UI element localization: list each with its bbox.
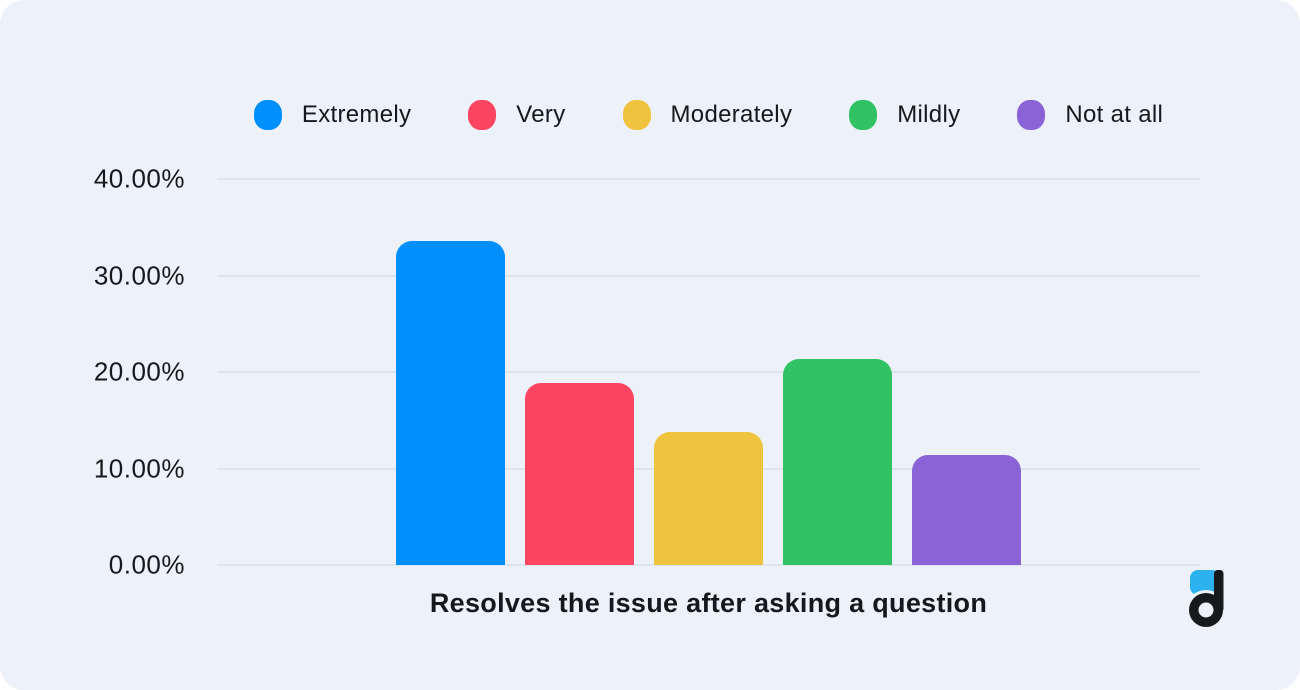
legend-item-extremely[interactable]: Extremely <box>253 100 412 130</box>
legend-label: Extremely <box>301 101 412 128</box>
d-logo-stem <box>1214 570 1224 612</box>
gridline <box>217 274 1200 277</box>
y-tick-label: 0.00% <box>108 549 185 580</box>
legend: Extremely Very Moderately Mildly Not at all <box>217 98 1200 132</box>
bar-mildly[interactable] <box>783 358 892 565</box>
bar-very[interactable] <box>525 382 634 565</box>
legend-item-mildly[interactable]: Mildly <box>849 100 960 130</box>
legend-label: Moderately <box>670 101 793 128</box>
legend-marker-icon <box>468 100 497 130</box>
legend-item-not-at-all[interactable]: Not at all <box>1017 100 1163 130</box>
legend-marker-icon <box>622 100 651 130</box>
legend-marker-icon <box>1017 100 1046 130</box>
gridline <box>217 178 1200 180</box>
y-tick-label: 10.00% <box>93 453 185 483</box>
plot-area <box>217 178 1200 566</box>
gridline <box>217 564 1200 566</box>
y-tick-label: 20.00% <box>93 356 185 387</box>
d-logo <box>1186 570 1226 630</box>
bar-extremely[interactable] <box>396 240 505 565</box>
gridline <box>217 371 1200 373</box>
legend-label: Not at all <box>1065 101 1164 128</box>
legend-label: Very <box>516 101 566 128</box>
legend-marker-icon <box>253 100 282 130</box>
d-logo-accent-shape <box>1190 570 1220 595</box>
legend-label: Mildly <box>897 101 961 128</box>
y-axis-labels: 40.00% 30.00% 20.00% 10.00% 0.00% <box>0 164 185 580</box>
legend-item-moderately[interactable]: Moderately <box>622 100 793 130</box>
y-tick-label: 30.00% <box>93 260 185 290</box>
x-axis-title: Resolves the issue after asking a questi… <box>429 588 988 618</box>
legend-item-very[interactable]: Very <box>468 100 565 130</box>
legend-marker-icon <box>849 100 878 130</box>
y-tick-label: 40.00% <box>93 163 185 194</box>
bar-moderately[interactable] <box>654 431 763 565</box>
bar-not-at-all[interactable] <box>912 455 1021 565</box>
